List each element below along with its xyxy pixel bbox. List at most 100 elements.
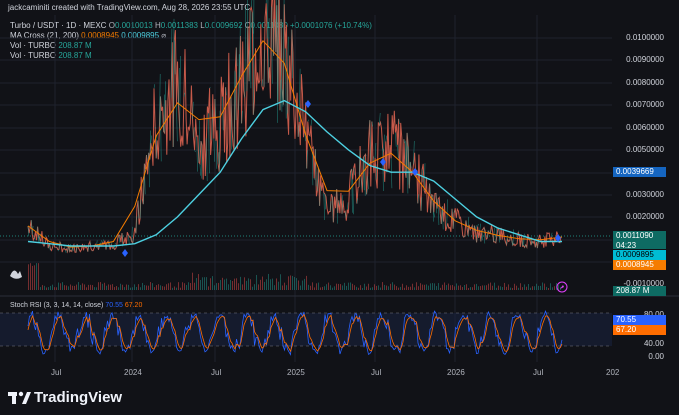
volume-bar <box>476 283 477 290</box>
volume-bar <box>332 287 333 290</box>
volume-bar <box>74 285 75 290</box>
low-value: 0.0009692 <box>204 21 243 30</box>
vol-legend-1: Vol · TURBO 208.87 M <box>10 41 92 51</box>
badge-ma-level: 0.0039669 <box>613 167 666 177</box>
volume-bar <box>88 284 89 290</box>
volume-bar <box>508 284 509 290</box>
volume-bar <box>484 285 485 290</box>
volume-bar <box>122 284 123 290</box>
stoch-k-line[interactable] <box>27 310 563 356</box>
volume-bar <box>480 286 481 290</box>
cross-marker-5 <box>555 234 561 242</box>
volume-bar <box>524 284 525 290</box>
volume-bar <box>404 287 405 290</box>
volume-bar <box>96 287 97 290</box>
volume-bar <box>160 285 161 290</box>
settings-icon[interactable]: ⌀ <box>161 31 167 40</box>
volume-bar <box>54 287 55 290</box>
vol2-label: Vol · TURBO <box>10 51 57 60</box>
volume-bar <box>202 277 203 290</box>
volume-bar <box>510 287 511 290</box>
volume-bar <box>408 286 409 290</box>
ma-label: MA Cross (21, 200) <box>10 31 79 40</box>
cross-marker-2 <box>305 100 311 108</box>
price-chart[interactable] <box>0 0 679 381</box>
alert-icon[interactable] <box>556 281 568 293</box>
price-label-2: 0.0090000 <box>626 55 664 64</box>
volume-bar <box>366 286 367 290</box>
vol2-value: 208.87 M <box>58 51 92 60</box>
volume-bar <box>34 265 35 290</box>
volume-bar <box>230 279 231 290</box>
stoch-d-value: 67.20 <box>124 302 143 309</box>
tradingview-logo-icon[interactable] <box>8 388 32 408</box>
volume-bar <box>248 278 249 290</box>
volume-bar <box>36 263 37 290</box>
volume-bar <box>542 282 543 290</box>
volume-bar <box>138 284 139 290</box>
volume-bar <box>352 283 353 290</box>
volume-bar <box>62 282 63 290</box>
volume-bar <box>244 277 245 290</box>
stoch-d-line[interactable] <box>27 313 563 353</box>
volume-bar <box>176 287 177 290</box>
volume-bar <box>156 285 157 290</box>
badge-ma-slow: 0.0009895 <box>613 250 666 260</box>
volume-bar <box>170 282 171 290</box>
last-price-value: 0.0011090 <box>616 231 654 240</box>
volume-bar <box>162 286 163 290</box>
volume-bar <box>218 282 219 290</box>
volume-bar <box>148 285 149 290</box>
volume-bar <box>64 285 65 290</box>
cross-marker-1 <box>122 249 128 257</box>
volume-bar <box>406 285 407 290</box>
volume-bar <box>348 282 349 290</box>
volume-bar <box>334 286 335 290</box>
cross-marker-3 <box>380 158 386 166</box>
volume-bar <box>110 284 111 290</box>
volume-bar <box>92 285 93 290</box>
volume-bar <box>266 279 267 290</box>
volume-bar <box>206 277 207 290</box>
ma-fast-line[interactable] <box>27 39 563 248</box>
volume-bar <box>494 282 495 290</box>
ma-slow-line[interactable] <box>27 99 562 247</box>
volume-bar <box>410 286 411 290</box>
volume-bar <box>294 277 295 290</box>
volume-bar <box>108 284 109 290</box>
volume-bar <box>448 283 449 290</box>
volume-bar <box>154 287 155 290</box>
volume-bar <box>50 285 51 290</box>
volume-bar <box>430 283 431 290</box>
volume-bar <box>246 280 247 290</box>
volume-bar <box>442 284 443 290</box>
volume-bar <box>250 279 251 290</box>
volume-bar <box>450 285 451 290</box>
volume-bar <box>174 286 175 290</box>
volume-bar <box>258 284 259 290</box>
volume-bar <box>534 286 535 290</box>
volume-bar <box>354 285 355 290</box>
volume-bar <box>492 285 493 290</box>
volume-bar <box>44 285 45 290</box>
time-label-3: Jul <box>211 368 222 377</box>
volume-bar <box>68 286 69 290</box>
time-label-8: 202 <box>606 368 620 377</box>
volume-bar <box>322 286 323 290</box>
volume-bar <box>458 285 459 290</box>
tradingview-brand[interactable]: TradingView <box>34 389 123 406</box>
volume-bar <box>504 282 505 290</box>
volume-bar <box>558 285 559 290</box>
ma-slow-value: 0.0009895 <box>121 31 160 40</box>
volume-bar <box>124 287 125 290</box>
volume-bar <box>282 285 283 290</box>
volume-bar <box>422 284 423 290</box>
volume-bar <box>262 276 263 290</box>
volume-bar <box>472 287 473 290</box>
low-label: L <box>200 21 205 30</box>
volume-bar <box>438 283 439 290</box>
volume-bar <box>188 282 189 290</box>
volume-bar <box>140 287 141 290</box>
volume-bar <box>378 285 379 290</box>
volume-bar <box>76 284 77 290</box>
